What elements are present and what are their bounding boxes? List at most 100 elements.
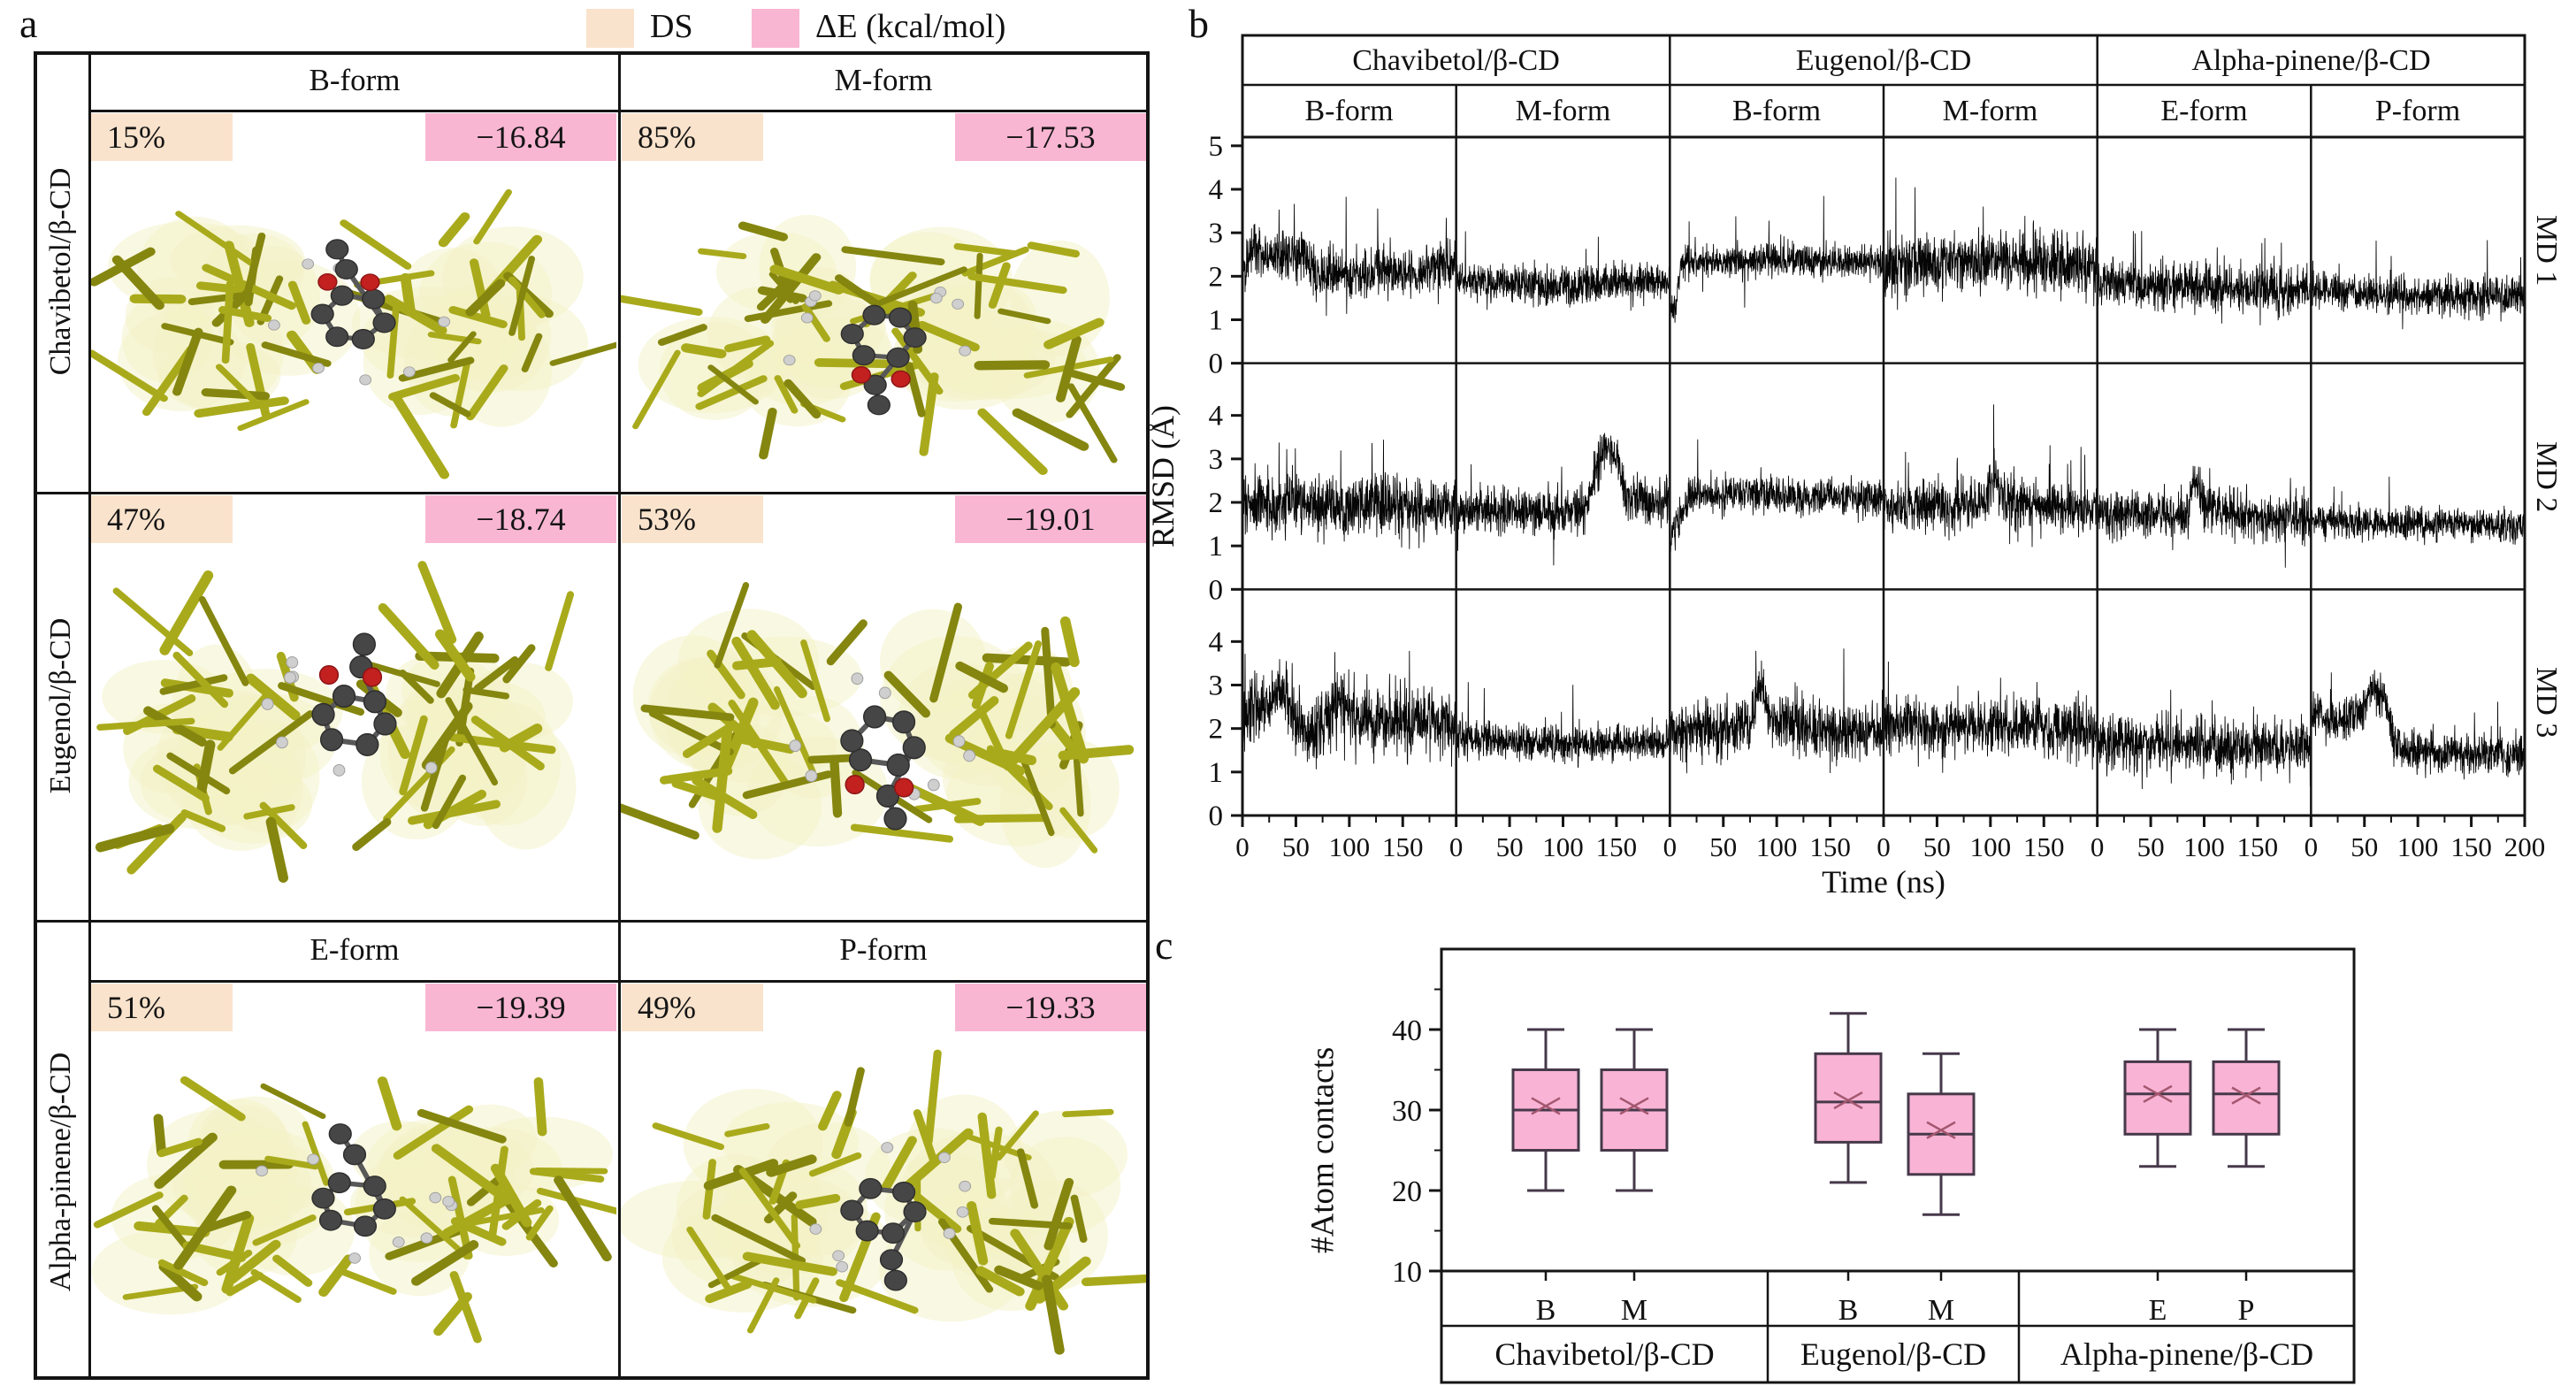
c-group-label-alpha-pinene: Alpha-pinene/β-CD <box>2060 1336 2314 1372</box>
molecule-render-chavibetol-m <box>621 214 1126 476</box>
b-x-tick-label: 50 <box>2351 831 2378 862</box>
delta-e-chip: −19.33 <box>955 984 1146 1031</box>
molecule-render-alpha-pinene-p <box>621 1049 1146 1355</box>
rmsd-trace-md3-col3 <box>1883 661 2098 773</box>
b-form-header: M-form <box>1515 94 1611 127</box>
ds-chip: 51% <box>91 984 233 1031</box>
ds-chip: 15% <box>91 113 233 161</box>
rmsd-trace-md1-col5 <box>2310 240 2526 330</box>
legend-ds-swatch <box>586 9 634 48</box>
c-y-tick-label: 30 <box>1392 1095 1422 1128</box>
b-y-tick-label: 3 <box>1209 670 1224 702</box>
table-border-bottom <box>34 1376 1150 1380</box>
b-y-tick-label: 0 <box>1209 348 1224 380</box>
rmsd-trace-md2-col4 <box>2097 465 2312 568</box>
boxplot-mean-marker <box>1833 1091 1863 1110</box>
b-form-header: P-form <box>2374 94 2461 127</box>
table-border-top <box>34 51 1150 55</box>
b-form-header: M-form <box>1942 94 2038 127</box>
b-x-tick-label: 0 <box>2091 831 2105 862</box>
b-x-tick-label: 0 <box>1235 831 1250 862</box>
b-y-tick-label: 1 <box>1209 531 1224 563</box>
molecule-render-eugenol-m <box>621 581 1135 869</box>
legend-ds-label: DS <box>650 8 693 45</box>
panel-a-label: a <box>19 1 38 46</box>
b-x-tick-label: 100 <box>1756 831 1798 862</box>
table-border-right <box>1146 51 1150 1380</box>
rmsd-trace-md1-col2 <box>1669 195 1884 323</box>
b-y-tick-label: 4 <box>1209 174 1224 206</box>
boxplot-mean-marker <box>1531 1097 1561 1115</box>
rmsd-trace-md2-col5 <box>2310 476 2526 546</box>
delta-e-chip: −17.53 <box>955 113 1146 161</box>
b-y-tick-label: 2 <box>1209 487 1224 519</box>
boxplot-mean-marker <box>1926 1121 1956 1139</box>
b-y-tick-label: 3 <box>1209 218 1224 249</box>
b-x-tick-label: 100 <box>1970 831 2012 862</box>
b-x-tick-label: 150 <box>2023 831 2065 862</box>
b-y-tick-label: 0 <box>1209 800 1224 832</box>
rmsd-trace-md3-col5 <box>2310 670 2526 780</box>
md2-label: MD 2 <box>2530 440 2563 513</box>
b-x-tick-label: 50 <box>1709 831 1737 862</box>
table-row2-row3-divider <box>34 920 1146 923</box>
delta-e-chip: −19.01 <box>955 495 1146 543</box>
rmsd-trace-md3-col0 <box>1242 650 1457 770</box>
b-y-tick-label: 2 <box>1209 714 1224 746</box>
c-y-tick-label: 20 <box>1392 1175 1422 1208</box>
box-label: P <box>2238 1294 2255 1327</box>
boxplot-mean-marker <box>2143 1084 2173 1103</box>
b-x-tick-label: 100 <box>2183 831 2225 862</box>
box-label: B <box>1838 1294 1859 1327</box>
delta-e-chip: −16.84 <box>425 113 616 161</box>
b-y-tick-label: 5 <box>1209 131 1224 163</box>
b-x-tick-label: 100 <box>2397 831 2439 862</box>
time-axis-label: Time (ns) <box>1822 864 1945 900</box>
ds-chip: 49% <box>622 984 763 1031</box>
form-header-p: P-form <box>839 932 928 967</box>
form-header-e: E-form <box>310 932 400 967</box>
ds-chip: 85% <box>622 113 763 161</box>
b-x-tick-label: 100 <box>1542 831 1584 862</box>
b-x-tick-label: 150 <box>1809 831 1851 862</box>
b-x-tick-label: 0 <box>2305 831 2319 862</box>
table-center-divider <box>618 51 621 1380</box>
rmsd-trace-md1-col1 <box>1456 231 1670 311</box>
c-plot-frame <box>1440 947 2356 1384</box>
table-row3-header-divider <box>88 980 1146 983</box>
b-form-header: B-form <box>1731 94 1822 127</box>
c-y-tick-label: 10 <box>1392 1256 1422 1289</box>
b-x-tick-label: 150 <box>1382 831 1424 862</box>
b-x-tick-label: 150 <box>2237 831 2279 862</box>
boxplot-box <box>1814 1052 1883 1144</box>
b-x-tick-label: 100 <box>1329 831 1371 862</box>
boxplot-mean-marker <box>1619 1097 1649 1115</box>
b-x-tick-label: 0 <box>1449 831 1464 862</box>
b-x-tick-label: 150 <box>1596 831 1638 862</box>
b-y-tick-label: 4 <box>1209 626 1224 658</box>
b-y-tick-label: 1 <box>1209 305 1224 337</box>
ds-chip: 47% <box>91 495 233 543</box>
delta-e-chip: −19.39 <box>425 984 616 1031</box>
rmsd-trace-md2-col3 <box>1883 404 2098 548</box>
panel-b-label: b <box>1189 1 1209 46</box>
form-header-m: M-form <box>834 63 933 97</box>
b-y-tick-label: 3 <box>1209 444 1224 476</box>
b-group-header-eugenol: Eugenol/β-CD <box>1795 43 1972 77</box>
rmsd-trace-md2-col0 <box>1242 440 1457 549</box>
ds-chip: 53% <box>622 495 763 543</box>
rmsd-trace-md1-col4 <box>2097 231 2312 325</box>
b-y-tick-label: 4 <box>1209 401 1224 433</box>
b-x-tick-label: 50 <box>1496 831 1524 862</box>
rmsd-trace-md2-col2 <box>1669 439 1884 552</box>
legend-de-label: ΔE (kcal/mol) <box>815 8 1006 45</box>
b-form-header: E-form <box>2160 94 2248 127</box>
b-x-tick-label: 50 <box>2137 831 2165 862</box>
box-label: B <box>1536 1294 1556 1327</box>
boxplot-box <box>2123 1060 2192 1136</box>
rmsd-trace-md3-col4 <box>2097 689 2312 790</box>
b-y-tick-label: 0 <box>1209 574 1224 606</box>
rmsd-trace-md1-col3 <box>1883 177 2098 310</box>
md3-label: MD 3 <box>2530 666 2563 739</box>
